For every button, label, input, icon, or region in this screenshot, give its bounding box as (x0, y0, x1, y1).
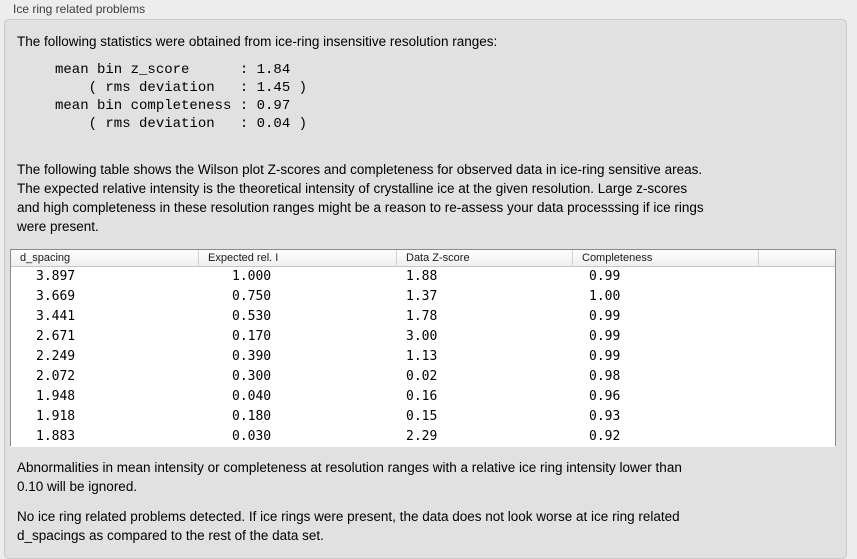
table-cell: 0.750 (232, 289, 272, 304)
table-cell: 1.88 (406, 269, 438, 284)
table-cell (759, 427, 835, 447)
table-cell (759, 407, 835, 427)
table-row[interactable]: 2.671 0.170 3.00 0.99 (11, 327, 835, 347)
table-row[interactable]: 1.883 0.030 2.29 0.92 (11, 427, 835, 447)
table-cell: 0.99 (589, 309, 621, 324)
table-cell: 0.99 (589, 349, 621, 364)
table-cell: 0.180 (232, 409, 272, 424)
table-row[interactable]: 1.948 0.040 0.16 0.96 (11, 387, 835, 407)
table-cell: 2.671 (36, 329, 76, 344)
table-row[interactable]: 2.072 0.300 0.02 0.98 (11, 367, 835, 387)
table-cell: 1.13 (406, 349, 438, 364)
table-cell: 0.530 (232, 309, 272, 324)
table-cell: 0.170 (232, 329, 272, 344)
abnormalities-note-text: Abnormalities in mean intensity or compl… (17, 460, 682, 494)
table-cell (759, 367, 835, 387)
table-cell: 1.78 (406, 309, 438, 324)
table-cell: 0.040 (232, 389, 272, 404)
ice-ring-panel: The following statistics were obtained f… (4, 19, 847, 559)
table-cell (759, 387, 835, 407)
table-cell: 1.883 (36, 429, 76, 444)
ice-ring-table: d_spacing Expected rel. I Data Z-score Comp… (10, 249, 836, 447)
column-header-d-spacing[interactable]: d_spacing (11, 250, 199, 266)
column-header-expected-rel-i[interactable]: Expected rel. I (199, 250, 397, 266)
column-header-data-z-score[interactable]: Data Z-score (397, 250, 573, 266)
table-cell: 0.99 (589, 269, 621, 284)
table-cell: 0.98 (589, 369, 621, 384)
table-row[interactable]: 3.669 0.750 1.37 1.00 (11, 287, 835, 307)
table-cell: 3.441 (36, 309, 76, 324)
table-cell: 0.99 (589, 329, 621, 344)
table-cell: 3.00 (406, 329, 438, 344)
table-cell: 1.00 (589, 289, 621, 304)
table-cell: 0.300 (232, 369, 272, 384)
table-cell (759, 347, 835, 367)
ice-ring-table-header: d_spacing Expected rel. I Data Z-score Comp… (11, 250, 835, 267)
stats-block: mean bin z_score : 1.84 ( rms deviation … (55, 62, 308, 132)
table-cell: 2.249 (36, 349, 76, 364)
table-row[interactable]: 2.249 0.390 1.13 0.99 (11, 347, 835, 367)
table-cell: 0.16 (406, 389, 438, 404)
column-header-empty (759, 250, 835, 266)
table-cell (759, 287, 835, 307)
panel-title: Ice ring related problems (13, 2, 146, 16)
table-cell: 3.669 (36, 289, 76, 304)
table-cell: 1.948 (36, 389, 76, 404)
table-cell: 0.15 (406, 409, 438, 424)
table-cell: 0.030 (232, 429, 272, 444)
table-cell: 2.29 (406, 429, 438, 444)
table-cell: 1.000 (232, 269, 272, 284)
table-cell: 0.92 (589, 429, 621, 444)
table-row[interactable]: 1.918 0.180 0.15 0.93 (11, 407, 835, 427)
intro-text: The following statistics were obtained f… (17, 34, 498, 49)
ice-ring-table-body: 3.897 1.000 1.88 0.99 3.669 0.750 1.37 1.00 3.44… (11, 267, 835, 447)
table-cell (759, 327, 835, 347)
table-cell: 1.37 (406, 289, 438, 304)
table-cell: 1.918 (36, 409, 76, 424)
table-description-text: The following table shows the Wilson plo… (17, 162, 704, 234)
table-cell: 0.02 (406, 369, 438, 384)
column-header-completeness[interactable]: Completeness (573, 250, 759, 266)
table-cell (759, 267, 835, 287)
table-cell (759, 307, 835, 327)
table-cell: 0.96 (589, 389, 621, 404)
table-row[interactable]: 3.441 0.530 1.78 0.99 (11, 307, 835, 327)
table-row[interactable]: 3.897 1.000 1.88 0.99 (11, 267, 835, 287)
table-cell: 0.390 (232, 349, 272, 364)
table-cell: 3.897 (36, 269, 76, 284)
table-cell: 0.93 (589, 409, 621, 424)
conclusion-text: No ice ring related problems detected. I… (17, 509, 680, 543)
table-cell: 2.072 (36, 369, 76, 384)
